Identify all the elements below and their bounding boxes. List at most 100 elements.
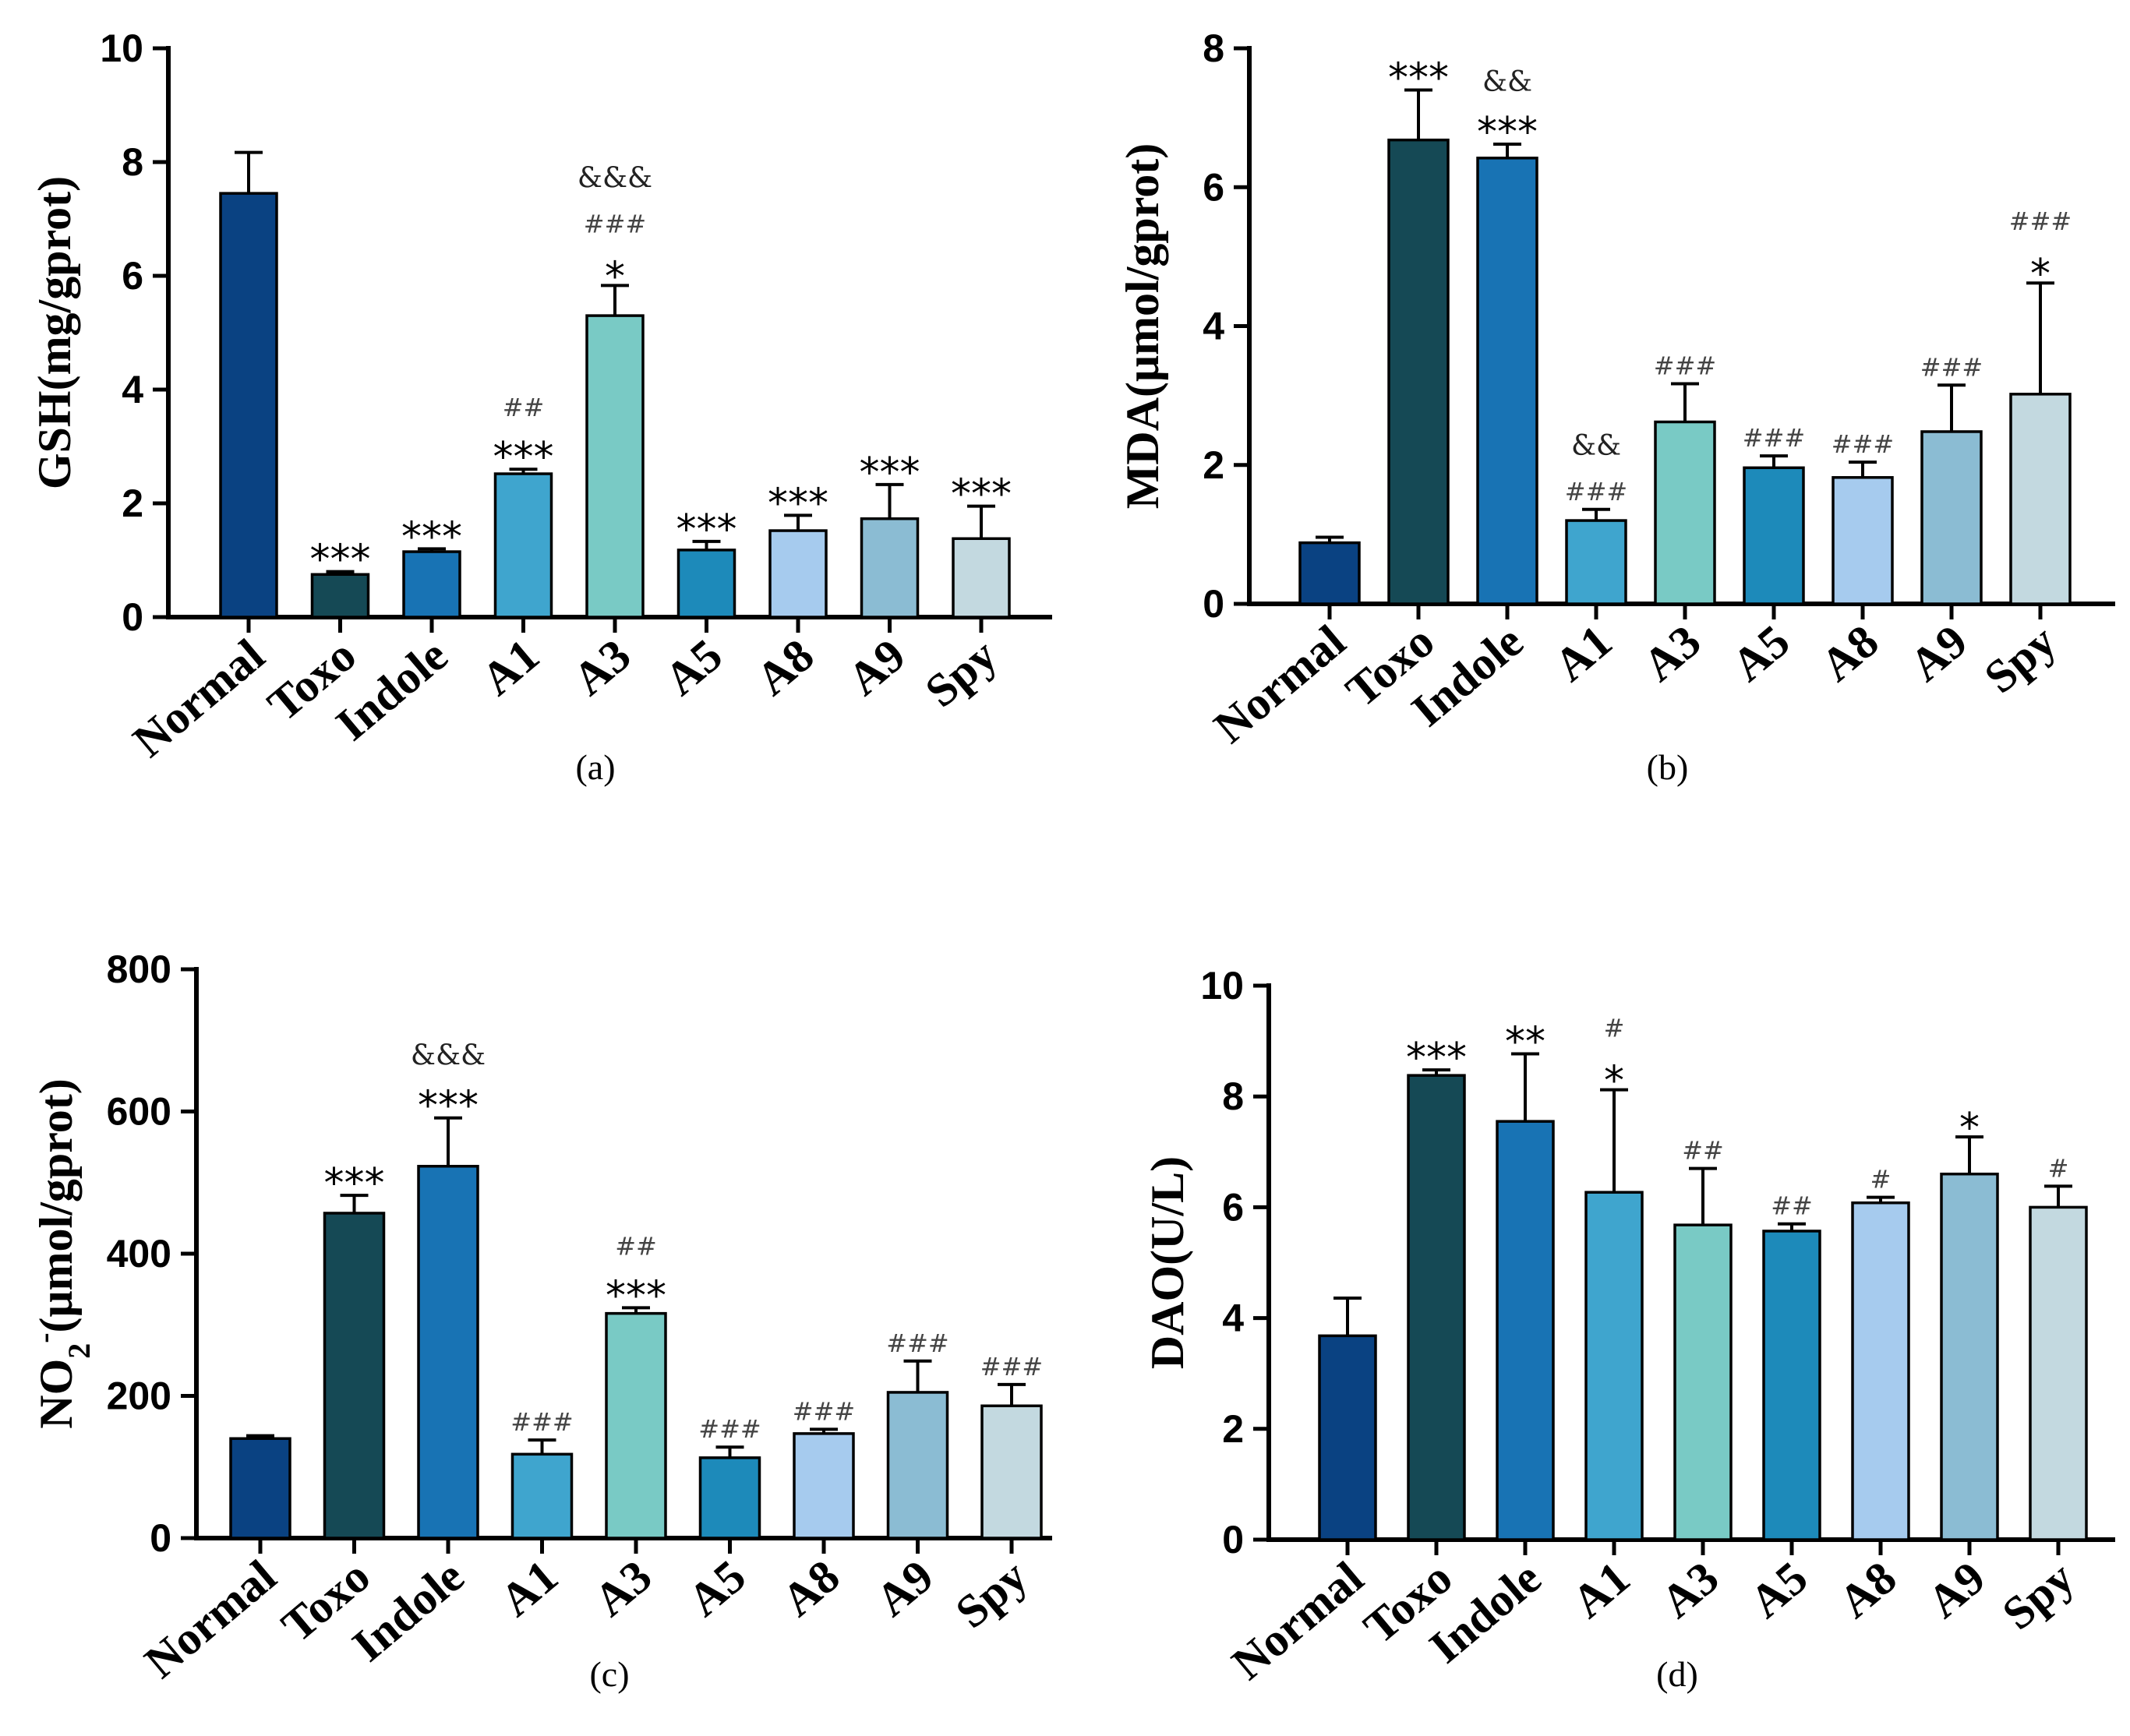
category-label: Indole [343, 1550, 474, 1671]
significance-hash: ### [1832, 429, 1894, 459]
bar-a5 [676, 549, 736, 619]
bar-indole [1476, 157, 1538, 605]
category-label: A5 [1740, 1551, 1817, 1628]
bar-spy [2029, 1205, 2088, 1541]
y-tick-label: 6 [1222, 1185, 1244, 1229]
significance-hash: ### [698, 1414, 761, 1444]
y-tick-label: 10 [100, 26, 143, 70]
significance-amp: && [1482, 66, 1532, 98]
panel-label: (b) [1647, 747, 1689, 787]
significance-stars: *** [606, 1272, 666, 1319]
category-label: A1 [472, 629, 549, 705]
bar-a3 [585, 314, 645, 619]
category-label: Normal [123, 629, 274, 767]
category-label: A3 [1634, 615, 1711, 691]
significance-stars: *** [676, 506, 737, 553]
category-label: A5 [655, 629, 732, 705]
bar-normal [229, 1437, 291, 1540]
bar-group: Normal [135, 1434, 291, 1688]
category-label: Spy [946, 1550, 1037, 1638]
significance-hash: ### [584, 209, 646, 238]
bar-group: # Spy [1993, 1153, 2088, 1639]
category-label: A1 [490, 1550, 567, 1626]
y-tick-label: 4 [1203, 305, 1224, 348]
category-label: A9 [838, 629, 915, 705]
significance-hash: ### [1565, 477, 1627, 506]
y-tick-label: 0 [150, 1516, 171, 1560]
bar-group: *** Spy [916, 471, 1012, 717]
significance-hash: # [1604, 1014, 1625, 1043]
category-label: A5 [678, 1550, 755, 1626]
significance-stars: *** [493, 434, 554, 481]
category-label: Spy [1993, 1551, 2084, 1639]
significance-hash: ### [793, 1396, 855, 1426]
bar-a3 [1654, 420, 1716, 605]
bar-a9 [860, 517, 920, 619]
significance-hash: ### [1654, 351, 1716, 380]
bar-a5 [1762, 1230, 1821, 1541]
bar-group: ### A1 [490, 1407, 573, 1626]
significance-stars: *** [951, 471, 1012, 518]
bar-normal [1298, 541, 1361, 605]
significance-hash: ### [980, 1352, 1043, 1381]
bar-indole [1496, 1120, 1555, 1541]
y-tick-label: 2 [122, 482, 143, 525]
significance-stars: *** [418, 1083, 479, 1130]
significance-hash: ### [2009, 206, 2072, 236]
category-label: A8 [1829, 1551, 1906, 1628]
y-axis-title-unit: (μmol/gprot) [30, 1078, 82, 1332]
bar-group: Normal [1222, 1297, 1377, 1689]
bar-toxo [1407, 1074, 1466, 1541]
significance-amp: &&& [578, 162, 652, 194]
significance-hash: # [2048, 1153, 2069, 1183]
bar-toxo [1387, 138, 1450, 605]
category-label: A5 [1722, 615, 1800, 691]
category-label: A3 [1651, 1551, 1729, 1628]
significance-stars: * [2030, 251, 2051, 298]
bar-a9 [1920, 430, 1983, 605]
category-label: A9 [866, 1550, 943, 1626]
bar-a3 [1673, 1223, 1733, 1541]
bar-group: * ### Spy [1975, 206, 2072, 703]
category-label: Normal [1222, 1551, 1372, 1689]
bar-group: Normal [1204, 535, 1361, 753]
y-tick-label: 10 [1200, 964, 1244, 1007]
significance-stars: ** [1505, 1018, 1545, 1065]
y-axis-title: GSH(mg/gprot) [29, 176, 80, 489]
y-tick-label: 4 [1222, 1297, 1244, 1340]
bar-spy [2009, 393, 2072, 605]
y-axis-title-main: NO [30, 1359, 82, 1429]
panel-label: (c) [589, 1654, 629, 1694]
y-tick-label: 2 [1222, 1407, 1244, 1451]
y-axis-title-subscript: 2 [62, 1343, 97, 1359]
bar-group: *** ## A1 [472, 393, 553, 705]
bar-group: ### Spy [946, 1352, 1043, 1638]
chart-panel-c: 0 200 400 600 800 NO2-(μmol/gprot) Normal***To… [26, 947, 1052, 1694]
chart-panel-d: 0246810DAO(U/L)Normal***Toxo**Indole*#A1… [1142, 964, 2115, 1694]
significance-stars: * [605, 253, 625, 300]
category-label: A8 [1811, 615, 1888, 691]
significance-hash: ## [1771, 1191, 1813, 1221]
bar-group: ### A9 [1900, 352, 1983, 691]
y-axis-title: MDA(μmol/gprot) [1117, 143, 1168, 509]
bar-group: * # A1 [1563, 1014, 1644, 1628]
y-axis-title-superscript: - [26, 1332, 62, 1343]
bar-normal [219, 192, 278, 619]
significance-stars: *** [1477, 109, 1538, 156]
y-tick-label: 800 [107, 947, 171, 991]
significance-hash: ### [510, 1407, 573, 1437]
bar-a1 [1584, 1191, 1644, 1541]
bar-group: ***Toxo [1337, 55, 1450, 717]
bar-spy [980, 1404, 1043, 1540]
y-tick-label: 0 [1203, 582, 1224, 626]
bar-a1 [510, 1452, 574, 1540]
bar-a3 [605, 1311, 667, 1540]
significance-hash: ### [886, 1328, 948, 1358]
bar-a1 [1565, 519, 1627, 605]
category-label: A1 [1563, 1551, 1640, 1628]
significance-stars: *** [401, 513, 462, 560]
category-label: A8 [772, 1550, 850, 1626]
significance-stars: * [1959, 1105, 1980, 1152]
bar-group: * ### &&& A3 [563, 162, 652, 705]
bar-group: ### A8 [772, 1396, 855, 1626]
